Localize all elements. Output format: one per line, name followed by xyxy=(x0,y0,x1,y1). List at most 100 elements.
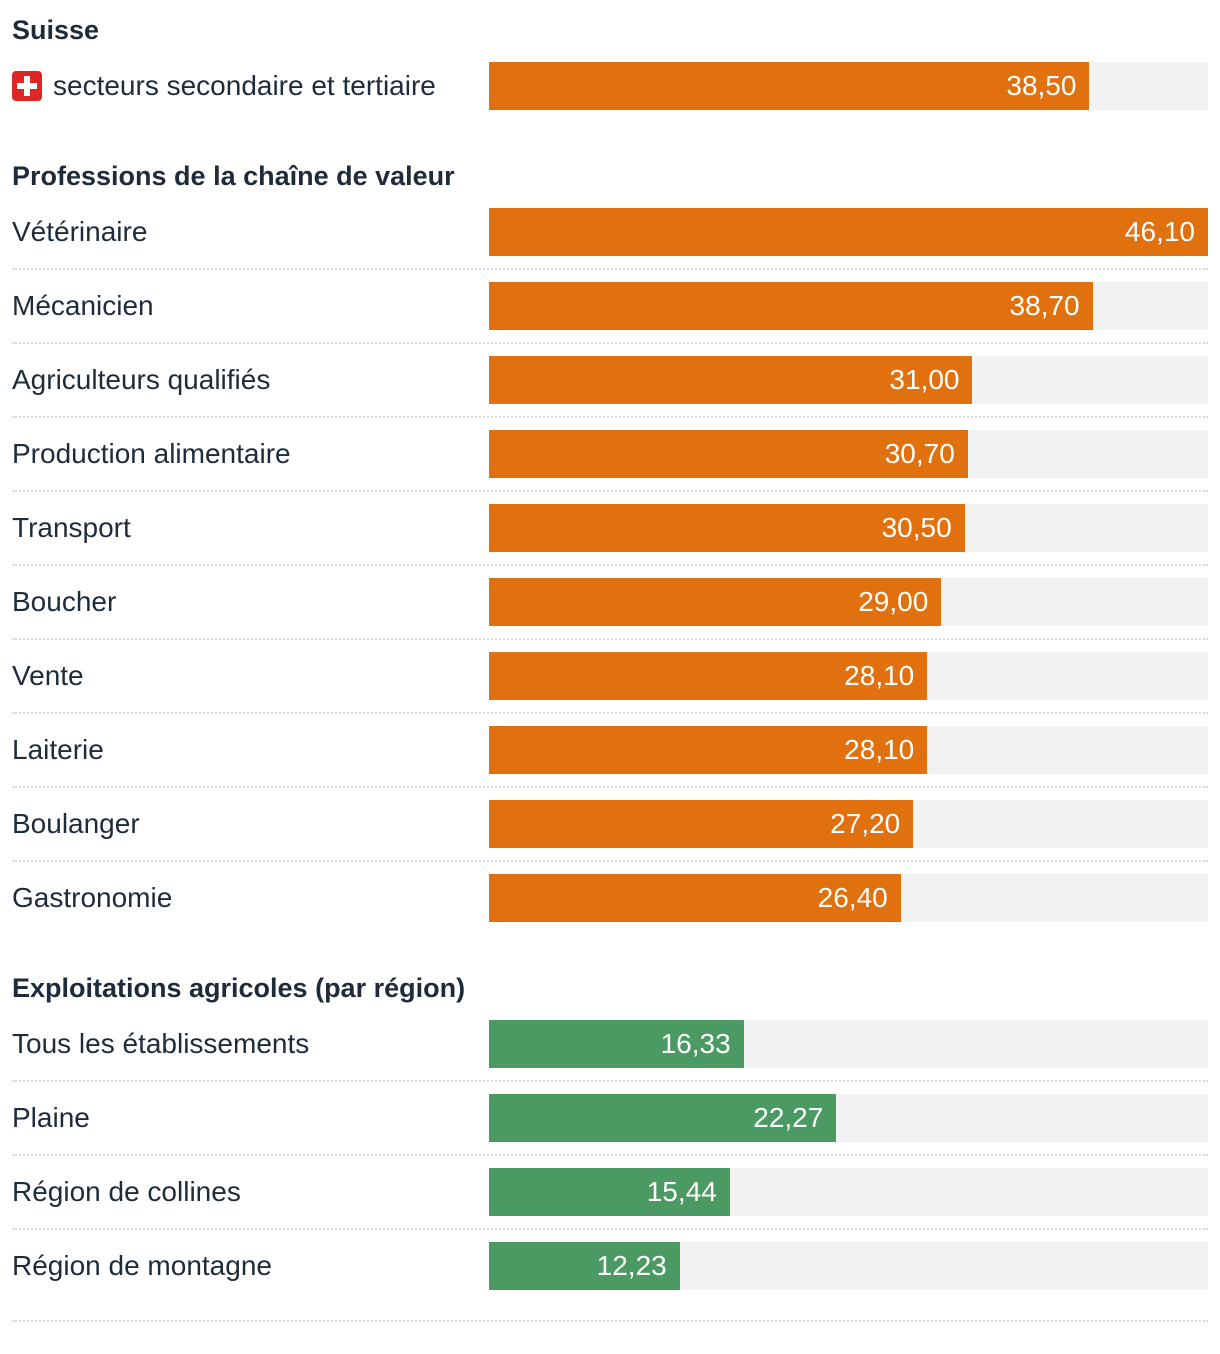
bar-row: Gastronomie 26,40 xyxy=(12,860,1208,934)
bar-label-text: Boulanger xyxy=(12,808,140,839)
bar-row: Région de collines 15,44 xyxy=(12,1154,1208,1228)
bar-value-label: 22,27 xyxy=(753,1102,824,1133)
chart-bottom-separator xyxy=(12,1320,1208,1322)
bar-label-text: Boucher xyxy=(12,586,117,617)
bar-label: Mécanicien xyxy=(12,290,489,322)
bar-track: 46,10 xyxy=(489,208,1208,256)
bar-label-text: secteurs secondaire et tertiaire xyxy=(53,70,436,101)
bar-label: Région de collines xyxy=(12,1176,489,1208)
bar-row: Boucher 29,00 xyxy=(12,564,1208,638)
bar-value-label: 30,70 xyxy=(884,438,955,469)
bar-track: 26,40 xyxy=(489,874,1208,922)
bar-value-label: 46,10 xyxy=(1124,216,1195,247)
bar-track: 28,10 xyxy=(489,726,1208,774)
bar-label-text: Région de montagne xyxy=(12,1250,272,1281)
chart-group: Exploitations agricoles (par région) Tous… xyxy=(12,972,1208,1302)
bar: 31,00 xyxy=(489,356,973,404)
bar-track: 30,50 xyxy=(489,504,1208,552)
bar: 28,10 xyxy=(489,726,928,774)
bar-label: Région de montagne xyxy=(12,1250,489,1282)
bar: 46,10 xyxy=(489,208,1208,256)
bar-label-text: Production alimentaire xyxy=(12,438,291,469)
bar-label: Boulanger xyxy=(12,808,489,840)
bar-label: Production alimentaire xyxy=(12,438,489,470)
bar: 27,20 xyxy=(489,800,914,848)
bar-value-label: 29,00 xyxy=(858,586,929,617)
bar-row: Transport 30,50 xyxy=(12,490,1208,564)
bar-label-text: Gastronomie xyxy=(12,882,173,913)
bar-track: 38,50 xyxy=(489,62,1208,110)
group-title: Professions de la chaîne de valeur xyxy=(12,161,455,191)
bar-label: Plaine xyxy=(12,1102,489,1134)
group-rows: secteurs secondaire et tertiaire 38,50 xyxy=(12,50,1208,122)
bar-label: Boucher xyxy=(12,586,489,618)
bar-value-label: 12,23 xyxy=(596,1250,667,1281)
bar: 30,70 xyxy=(489,430,968,478)
bar-label-text: Transport xyxy=(12,512,131,543)
bar-label: Tous les établissements xyxy=(12,1028,489,1060)
bar: 28,10 xyxy=(489,652,928,700)
bar-track: 15,44 xyxy=(489,1168,1208,1216)
bar-label-text: Région de collines xyxy=(12,1176,241,1207)
bar-value-label: 28,10 xyxy=(844,734,915,765)
bar-label: secteurs secondaire et tertiaire xyxy=(12,70,489,102)
bar-value-label: 16,33 xyxy=(660,1028,731,1059)
bar-value-label: 30,50 xyxy=(881,512,952,543)
bar-track: 28,10 xyxy=(489,652,1208,700)
bar-row: Mécanicien 38,70 xyxy=(12,268,1208,342)
bar: 12,23 xyxy=(489,1242,680,1290)
bar-value-label: 15,44 xyxy=(646,1176,717,1207)
group-rows: Tous les établissements 16,33 Plaine 22,27 R… xyxy=(12,1008,1208,1302)
bar: 22,27 xyxy=(489,1094,837,1142)
bar-label: Vétérinaire xyxy=(12,216,489,248)
group-title: Suisse xyxy=(12,15,100,45)
bar-value-label: 26,40 xyxy=(817,882,888,913)
bar-label-text: Agriculteurs qualifiés xyxy=(12,364,271,395)
bar-label-text: Plaine xyxy=(12,1102,90,1133)
bar-row: Plaine 22,27 xyxy=(12,1080,1208,1154)
bar-value-label: 38,70 xyxy=(1009,290,1080,321)
bar-row: Boulanger 27,20 xyxy=(12,786,1208,860)
bar: 15,44 xyxy=(489,1168,730,1216)
bar-track: 12,23 xyxy=(489,1242,1208,1290)
bar: 29,00 xyxy=(489,578,942,626)
bar-track: 31,00 xyxy=(489,356,1208,404)
group-title: Exploitations agricoles (par région) xyxy=(12,973,466,1003)
bar-value-label: 27,20 xyxy=(830,808,901,839)
bar-row: Tous les établissements 16,33 xyxy=(12,1008,1208,1080)
bar-track: 38,70 xyxy=(489,282,1208,330)
bar-row: Laiterie 28,10 xyxy=(12,712,1208,786)
bar: 38,50 xyxy=(489,62,1090,110)
bar-label: Gastronomie xyxy=(12,882,489,914)
bar-label-text: Tous les établissements xyxy=(12,1028,310,1059)
bar-row: Vétérinaire 46,10 xyxy=(12,196,1208,268)
bar-track: 22,27 xyxy=(489,1094,1208,1142)
bar-value-label: 28,10 xyxy=(844,660,915,691)
bar-row: Production alimentaire 30,70 xyxy=(12,416,1208,490)
chart-group: Professions de la chaîne de valeur Vétéri… xyxy=(12,160,1208,934)
bar-value-label: 38,50 xyxy=(1006,70,1077,101)
swiss-flag-icon xyxy=(12,71,42,101)
bar-label: Transport xyxy=(12,512,489,544)
bar-label: Vente xyxy=(12,660,489,692)
bar-row: Vente 28,10 xyxy=(12,638,1208,712)
bar-row: secteurs secondaire et tertiaire 38,50 xyxy=(12,50,1208,122)
bar-track: 27,20 xyxy=(489,800,1208,848)
bar: 38,70 xyxy=(489,282,1093,330)
bar-label-text: Vétérinaire xyxy=(12,216,148,247)
bar-label-text: Mécanicien xyxy=(12,290,154,321)
bar-label-text: Vente xyxy=(12,660,84,691)
bar-track: 29,00 xyxy=(489,578,1208,626)
bar-value-label: 31,00 xyxy=(889,364,960,395)
bar-label: Agriculteurs qualifiés xyxy=(12,364,489,396)
bar: 26,40 xyxy=(489,874,901,922)
chart-group: Suisse secteurs secondaire et tertiaire 38… xyxy=(12,14,1208,122)
bar-label-text: Laiterie xyxy=(12,734,104,765)
bar: 16,33 xyxy=(489,1020,744,1068)
bar-track: 30,70 xyxy=(489,430,1208,478)
bar-row: Agriculteurs qualifiés 31,00 xyxy=(12,342,1208,416)
group-rows: Vétérinaire 46,10 Mécanicien 38,70 Agriculte… xyxy=(12,196,1208,934)
bar: 30,50 xyxy=(489,504,965,552)
bar-row: Région de montagne 12,23 xyxy=(12,1228,1208,1302)
